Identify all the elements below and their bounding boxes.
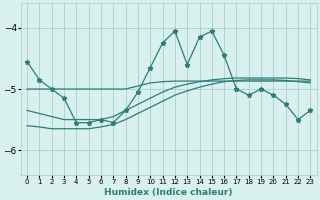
X-axis label: Humidex (Indice chaleur): Humidex (Indice chaleur) <box>104 188 233 197</box>
